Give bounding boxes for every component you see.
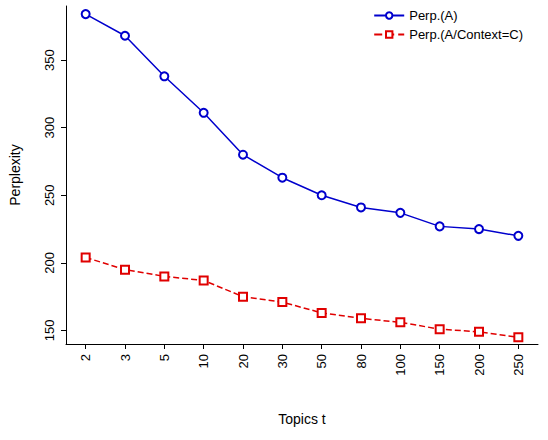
svg-text:80: 80 [354, 354, 369, 368]
svg-text:50: 50 [314, 354, 329, 368]
svg-text:10: 10 [196, 354, 211, 368]
svg-text:300: 300 [42, 117, 57, 139]
svg-text:350: 350 [42, 49, 57, 71]
svg-text:30: 30 [275, 354, 290, 368]
svg-text:250: 250 [42, 184, 57, 206]
svg-text:100: 100 [393, 354, 408, 376]
svg-text:Topics t: Topics t [278, 411, 326, 427]
svg-text:5: 5 [157, 354, 172, 361]
svg-text:20: 20 [236, 354, 251, 368]
svg-text:Perp.(A/Context=C): Perp.(A/Context=C) [409, 27, 523, 42]
svg-text:150: 150 [42, 320, 57, 342]
svg-text:3: 3 [118, 354, 133, 361]
svg-text:250: 250 [511, 354, 526, 376]
svg-text:2: 2 [78, 354, 93, 361]
svg-text:150: 150 [432, 354, 447, 376]
svg-text:Perplexity: Perplexity [7, 144, 23, 205]
svg-text:Perp.(A): Perp.(A) [409, 8, 457, 23]
svg-text:200: 200 [42, 252, 57, 274]
svg-text:200: 200 [472, 354, 487, 376]
